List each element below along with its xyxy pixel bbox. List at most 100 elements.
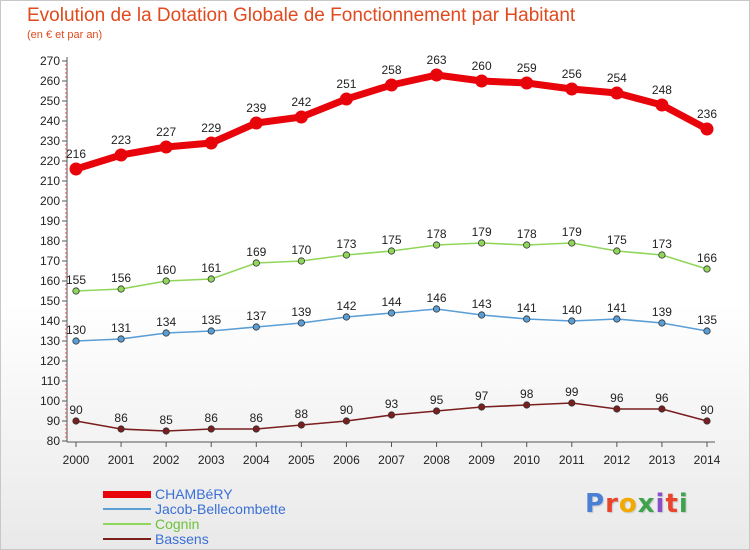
data-label: 99 [565, 385, 579, 399]
legend-swatch [103, 491, 151, 498]
y-tick-label: 190 [40, 214, 60, 228]
data-point [568, 239, 576, 247]
x-tick-label: 2005 [288, 453, 315, 467]
chart-subtitle: (en € et par an) [27, 29, 103, 41]
data-label: 263 [427, 53, 447, 67]
data-point [294, 110, 308, 124]
data-label: 98 [520, 387, 534, 401]
data-point [475, 74, 489, 88]
data-label: 85 [159, 413, 173, 427]
data-label: 173 [336, 237, 356, 251]
data-point [159, 140, 173, 154]
data-point [342, 251, 351, 259]
legend-label: Cognin [155, 516, 200, 532]
data-label: 131 [111, 321, 131, 335]
y-tick-label: 240 [40, 114, 60, 128]
data-label: 90 [340, 403, 354, 417]
data-label: 170 [291, 243, 311, 257]
data-point [117, 335, 125, 343]
data-point [385, 78, 398, 92]
x-tick-label: 2008 [423, 453, 450, 467]
data-point [700, 122, 714, 136]
data-label: 169 [246, 245, 266, 259]
data-point [523, 241, 531, 249]
data-label: 97 [475, 389, 489, 403]
data-label: 161 [201, 261, 221, 275]
data-point [162, 329, 170, 337]
data-point [339, 92, 353, 106]
x-tick-label: 2007 [378, 453, 405, 467]
data-label: 227 [156, 125, 176, 139]
data-point [655, 98, 669, 112]
data-point [478, 311, 486, 319]
data-point [568, 399, 576, 407]
y-tick-label: 140 [40, 314, 60, 328]
data-point [252, 323, 260, 331]
legend-swatch [103, 523, 151, 525]
data-label: 135 [201, 313, 221, 327]
y-tick-label: 260 [40, 74, 60, 88]
x-tick-label: 2009 [468, 453, 495, 467]
data-point [613, 247, 621, 255]
y-tick-label: 110 [41, 374, 60, 388]
y-tick-label: 150 [40, 294, 60, 308]
data-label: 259 [517, 61, 537, 75]
data-point [72, 417, 80, 425]
data-label: 96 [655, 391, 669, 405]
data-label: 86 [114, 411, 128, 425]
x-tick-label: 2012 [604, 453, 631, 467]
data-label: 256 [562, 67, 582, 81]
data-point [117, 285, 125, 293]
y-tick-label: 210 [40, 174, 60, 188]
data-point [658, 405, 666, 413]
data-label: 155 [66, 273, 86, 287]
data-point [703, 417, 711, 425]
data-point [162, 427, 170, 435]
y-tick-label: 270 [40, 54, 60, 68]
x-tick-label: 2013 [649, 453, 676, 467]
data-point [114, 148, 128, 162]
data-label: 242 [291, 95, 311, 109]
chart-axes: 80 90 100 110 120 130 140 150 160 170 180 190 200 210… [40, 54, 721, 467]
data-label: 236 [697, 107, 717, 121]
data-point [703, 327, 711, 335]
proxiti-logo: Proxiti [585, 489, 689, 519]
data-label: 258 [381, 63, 401, 77]
data-label: 175 [381, 233, 401, 247]
x-tick-label: 2003 [198, 453, 225, 467]
data-point [432, 407, 441, 415]
x-tick-label: 2011 [559, 453, 585, 467]
data-point [252, 259, 260, 267]
y-tick-label: 200 [40, 194, 60, 208]
data-point [207, 327, 215, 335]
data-point [613, 315, 621, 323]
data-point [610, 86, 624, 100]
data-label: 134 [156, 315, 176, 329]
y-tick-label: 180 [40, 234, 60, 248]
data-point [568, 317, 576, 325]
data-point [523, 315, 531, 323]
data-label: 141 [607, 301, 627, 315]
x-tick-label: 2001 [108, 453, 135, 467]
data-label: 139 [291, 305, 311, 319]
data-label: 90 [69, 403, 83, 417]
data-point [297, 421, 305, 429]
y-tick-label: 80 [47, 434, 61, 448]
data-point [432, 305, 441, 313]
x-tick-label: 2006 [333, 453, 360, 467]
data-point [387, 309, 396, 317]
data-label: 146 [427, 291, 447, 305]
x-tick-label: 2000 [63, 453, 90, 467]
data-label: 166 [697, 251, 717, 265]
data-label: 216 [66, 147, 86, 161]
x-tick-label: 2004 [243, 453, 270, 467]
data-label: 90 [700, 403, 714, 417]
data-label: 239 [246, 101, 266, 115]
data-point [432, 241, 441, 249]
data-point [72, 337, 80, 345]
y-tick-label: 220 [40, 154, 60, 168]
data-label: 86 [250, 411, 264, 425]
data-point [69, 162, 83, 176]
